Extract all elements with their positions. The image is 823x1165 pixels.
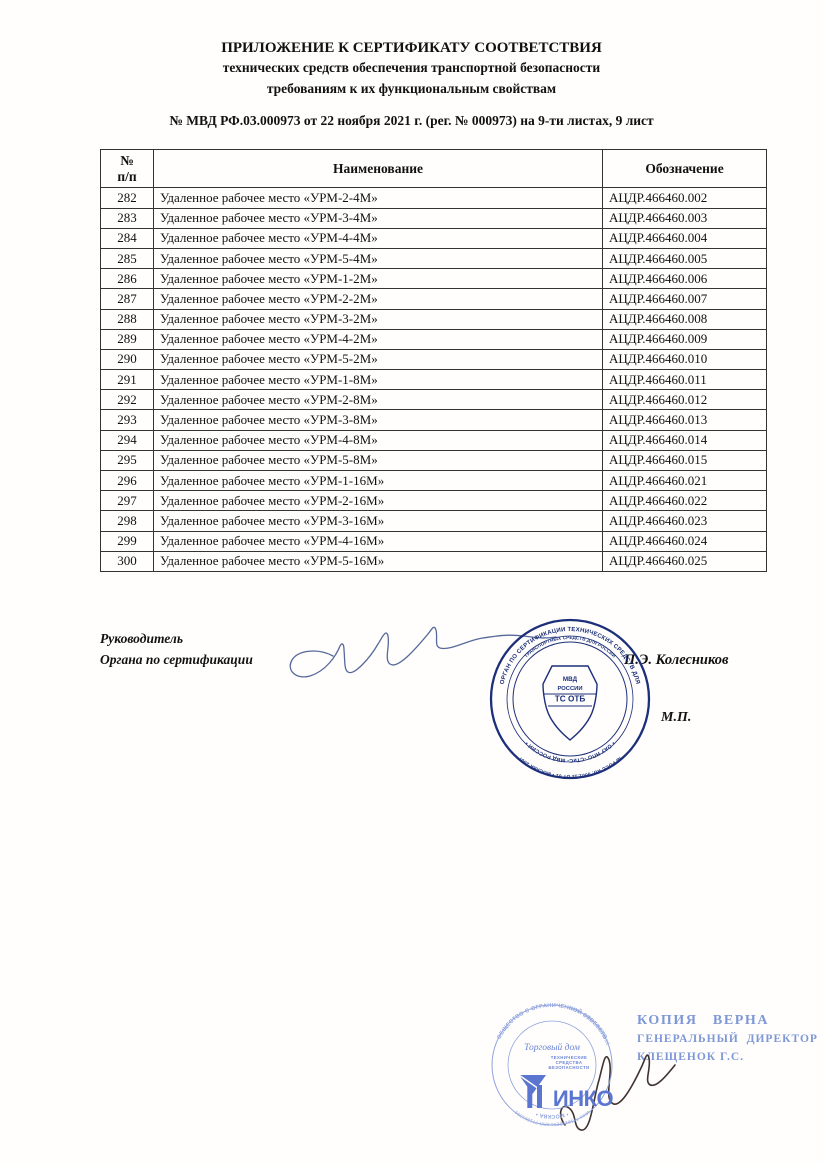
svg-text:РОССИИ: РОССИИ xyxy=(557,686,582,692)
svg-text:МВД: МВД xyxy=(563,676,578,683)
svg-text:ТС ОТБ: ТС ОТБ xyxy=(555,695,586,704)
svg-text:БЕЗОПАСНОСТИ: БЕЗОПАСНОСТИ xyxy=(548,1065,589,1070)
svg-text:• ОАУ НПО -СТиС- МВД РОССИИ •: • ОАУ НПО -СТиС- МВД РОССИИ • xyxy=(525,740,616,763)
svg-text:ИНКО: ИНКО xyxy=(553,1086,614,1111)
svg-text:ОГРН 1087746895516: ОГРН 1087746895516 xyxy=(567,1005,610,1046)
svg-text:Торговый дом: Торговый дом xyxy=(524,1042,580,1053)
svg-text:• МОСКВА •: • МОСКВА • xyxy=(535,1111,569,1119)
